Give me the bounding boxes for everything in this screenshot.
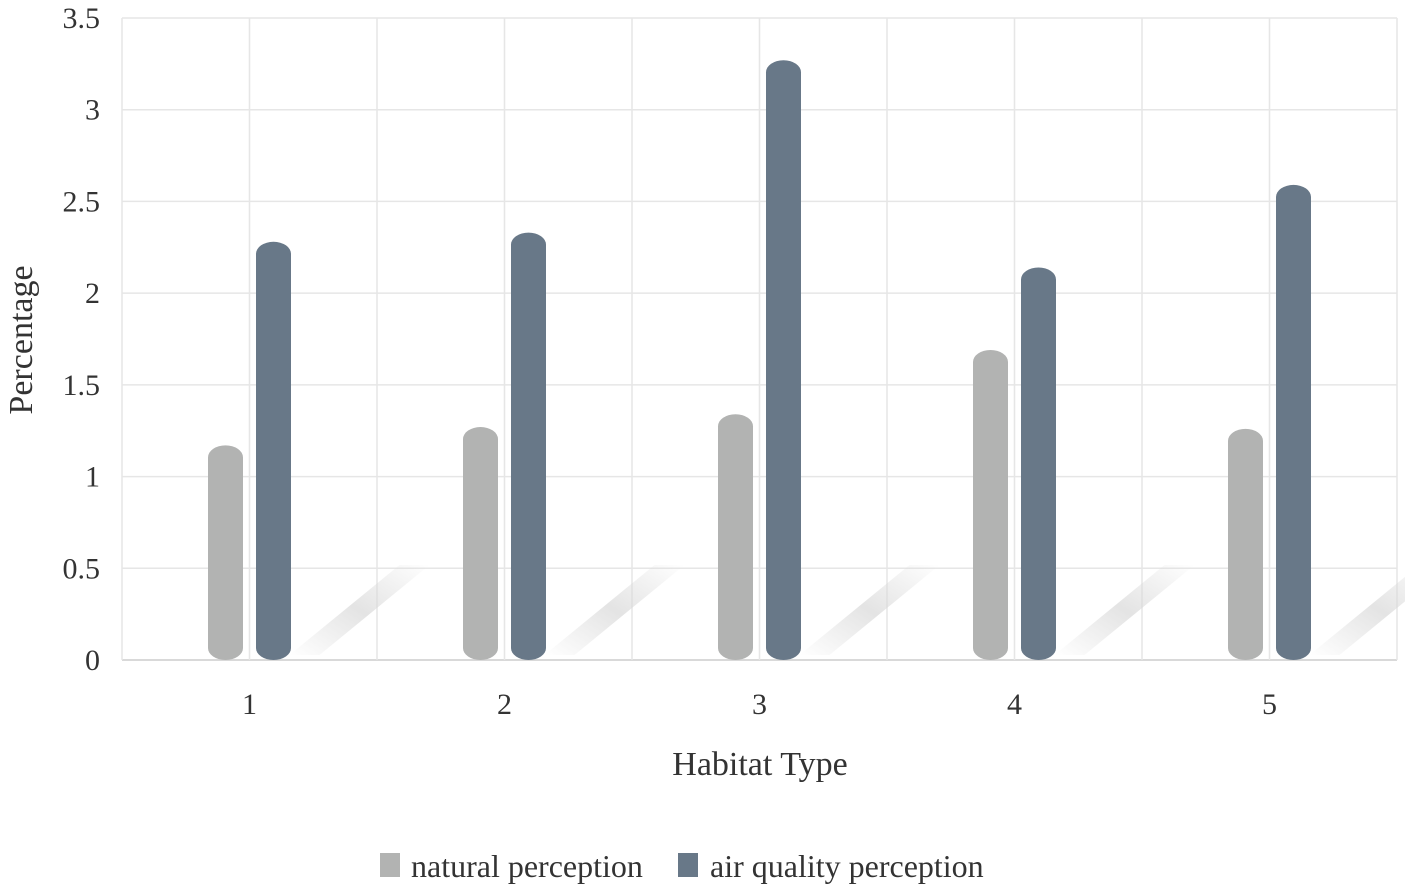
bar-natural-perception-2 [463,427,498,660]
y-tick-label-1-5: 1.5 [63,369,101,402]
bar-shadow-5 [1309,576,1405,655]
bar-natural-perception-4 [973,350,1008,660]
x-tick-label-2: 2 [497,688,512,721]
bar-natural-perception-1 [208,445,243,660]
y-axis-title: Percentage [3,265,40,414]
x-tick-label-3: 3 [752,688,767,721]
legend: natural perception air quality perceptio… [380,848,984,884]
y-tick-label-2: 2 [85,277,100,310]
y-tick-label-0-5: 0.5 [63,552,101,585]
y-tick-label-3: 3 [85,94,100,127]
x-tick-label-1: 1 [242,688,257,721]
legend-swatch-natural-perception [380,853,400,877]
bar-shadow-1 [289,565,430,655]
bar-air-quality-perception-5 [1276,184,1311,661]
bar-shadows [289,565,1405,655]
x-tick-label-5: 5 [1262,688,1277,721]
bar-natural-perception-5 [1228,428,1263,660]
legend-label-natural-perception: natural perception [411,848,643,884]
y-tick-label-1: 1 [85,461,100,494]
grid-lines [121,17,1398,661]
x-axis-title: Habitat Type [672,746,847,783]
y-tick-label-2-5: 2.5 [63,185,101,218]
bar-air-quality-perception-4 [1021,267,1056,660]
y-tick-label-3-5: 3.5 [63,2,101,35]
bar-air-quality-perception-3 [766,60,801,660]
bar-shadow-4 [1054,565,1195,655]
legend-label-air-quality-perception: air quality perception [710,848,984,884]
bar-natural-perception-3 [718,414,753,660]
legend-swatch-air-quality-perception [678,853,698,877]
bar-shadow-3 [799,565,940,655]
bars [208,60,1311,661]
bar-air-quality-perception-2 [511,232,546,660]
y-tick-label-0: 0 [85,644,100,677]
x-tick-label-4: 4 [1007,688,1022,721]
bar-shadow-2 [544,565,685,655]
x-tick-labels: 1 2 3 4 5 [242,688,1277,721]
bar-air-quality-perception-1 [256,241,291,661]
y-tick-labels: 0 0.5 1 1.5 2 2.5 3 3.5 [63,2,101,677]
